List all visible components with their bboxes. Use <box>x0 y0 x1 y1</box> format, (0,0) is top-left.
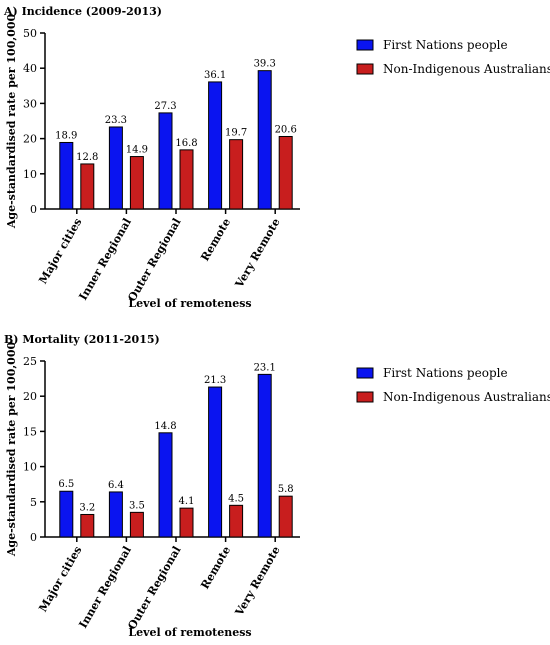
bar-first-nations-people-remote <box>208 81 223 210</box>
data-label: 3.2 <box>79 502 95 513</box>
plot-area: 0 5 10 15 20 25 6.5 3.2 Major cities 6.4 3.5 Inner … <box>23 355 300 632</box>
legend-label-first-nations: First Nations people <box>383 38 508 52</box>
data-label: 6.4 <box>108 480 124 491</box>
bar-first-nations-people-inner-regional <box>108 126 123 210</box>
data-label: 36.1 <box>204 70 226 81</box>
data-label: 20.6 <box>275 124 297 135</box>
data-label: 5.8 <box>278 484 294 495</box>
data-label: 16.8 <box>175 138 197 149</box>
bar-first-nations-people-very-remote <box>257 70 272 210</box>
y-tick-label: 10 <box>23 461 37 474</box>
legend-label-non-indigenous: Non-Indigenous Australians <box>383 390 550 404</box>
legend-swatch-first-nations <box>356 39 374 51</box>
bar-first-nations-people-outer-regional <box>158 112 173 210</box>
bar-non-indigenous-australians-very-remote <box>278 135 293 210</box>
x-axis-title: Level of remoteness <box>128 626 251 639</box>
x-category-label: Outer Regional <box>125 216 183 304</box>
y-tick-label: 0 <box>30 203 37 216</box>
bar-first-nations-people-major-cities <box>59 141 74 210</box>
bar-non-indigenous-australians-major-cities <box>80 513 95 538</box>
x-category-label: Outer Regional <box>125 544 183 632</box>
data-label: 21.3 <box>204 375 226 386</box>
y-axis-title: Age-standardised rate per 100,000 <box>5 14 18 230</box>
y-tick-label: 20 <box>23 133 37 146</box>
y-tick-label: 5 <box>30 496 37 509</box>
bar-first-nations-people-inner-regional <box>108 491 123 538</box>
y-tick-label: 10 <box>23 168 37 181</box>
x-axis-title: Level of remoteness <box>128 297 251 310</box>
data-label: 12.8 <box>76 152 98 163</box>
x-category-label: Inner Regional <box>77 216 134 303</box>
bar-first-nations-people-major-cities <box>59 490 74 538</box>
data-label: 18.9 <box>55 130 77 141</box>
data-label: 19.7 <box>225 128 247 139</box>
y-tick-label: 50 <box>23 27 37 40</box>
x-category-label: Very Remote <box>232 216 283 291</box>
bar-non-indigenous-australians-major-cities <box>80 163 95 210</box>
bar-first-nations-people-very-remote <box>257 373 272 538</box>
chart-title: A) Incidence (2009-2013) <box>3 5 162 18</box>
x-category-label: Very Remote <box>232 544 283 619</box>
panel-mortality: B) Mortality (2011-2015) Age-standardise… <box>4 333 550 639</box>
y-tick-label: 20 <box>23 390 37 403</box>
legend-swatch-non-indigenous <box>356 63 374 75</box>
bar-non-indigenous-australians-inner-regional <box>129 156 144 210</box>
y-tick-label: 15 <box>23 425 37 438</box>
panel-incidence: A) Incidence (2009-2013) Age-standardise… <box>3 5 550 310</box>
x-category-label: Remote <box>198 544 233 591</box>
x-category-label: Remote <box>198 216 233 263</box>
y-axis-title: Age-standardised rate per 100,000 <box>5 342 18 558</box>
data-label: 4.5 <box>228 493 244 504</box>
data-label: 4.1 <box>179 496 195 507</box>
data-label: 14.9 <box>126 145 148 156</box>
legend: First Nations people Non-Indigenous Aust… <box>356 38 550 76</box>
bar-non-indigenous-australians-inner-regional <box>129 511 144 538</box>
data-label: 14.8 <box>154 421 176 432</box>
legend-label-first-nations: First Nations people <box>383 366 508 380</box>
legend-swatch-first-nations <box>356 367 374 379</box>
data-label: 23.3 <box>105 115 127 126</box>
x-category-label: Major cities <box>36 544 84 614</box>
data-label: 6.5 <box>58 479 74 490</box>
y-tick-label: 30 <box>23 97 37 110</box>
data-label: 3.5 <box>129 500 145 511</box>
legend-swatch-non-indigenous <box>356 391 374 403</box>
data-label: 27.3 <box>154 101 176 112</box>
legend: First Nations people Non-Indigenous Aust… <box>356 366 550 404</box>
legend-label-non-indigenous: Non-Indigenous Australians <box>383 62 550 76</box>
plot-area: 0 10 20 30 40 50 18.9 12.8 Major cities 23.3 14.9 I… <box>23 27 300 304</box>
y-tick-label: 25 <box>23 355 37 368</box>
y-tick-label: 0 <box>30 531 37 544</box>
bar-non-indigenous-australians-remote <box>229 139 244 210</box>
bar-first-nations-people-outer-regional <box>158 432 173 538</box>
bar-non-indigenous-australians-very-remote <box>278 495 293 538</box>
data-label: 39.3 <box>254 59 276 70</box>
bar-first-nations-people-remote <box>208 386 223 538</box>
bar-non-indigenous-australians-remote <box>229 504 244 538</box>
y-tick-label: 40 <box>23 62 37 75</box>
bar-non-indigenous-australians-outer-regional <box>179 507 194 538</box>
bar-non-indigenous-australians-outer-regional <box>179 149 194 210</box>
x-category-label: Major cities <box>36 216 84 286</box>
x-category-label: Inner Regional <box>77 544 134 631</box>
chart-title: B) Mortality (2011-2015) <box>4 333 160 346</box>
data-label: 23.1 <box>254 362 276 373</box>
